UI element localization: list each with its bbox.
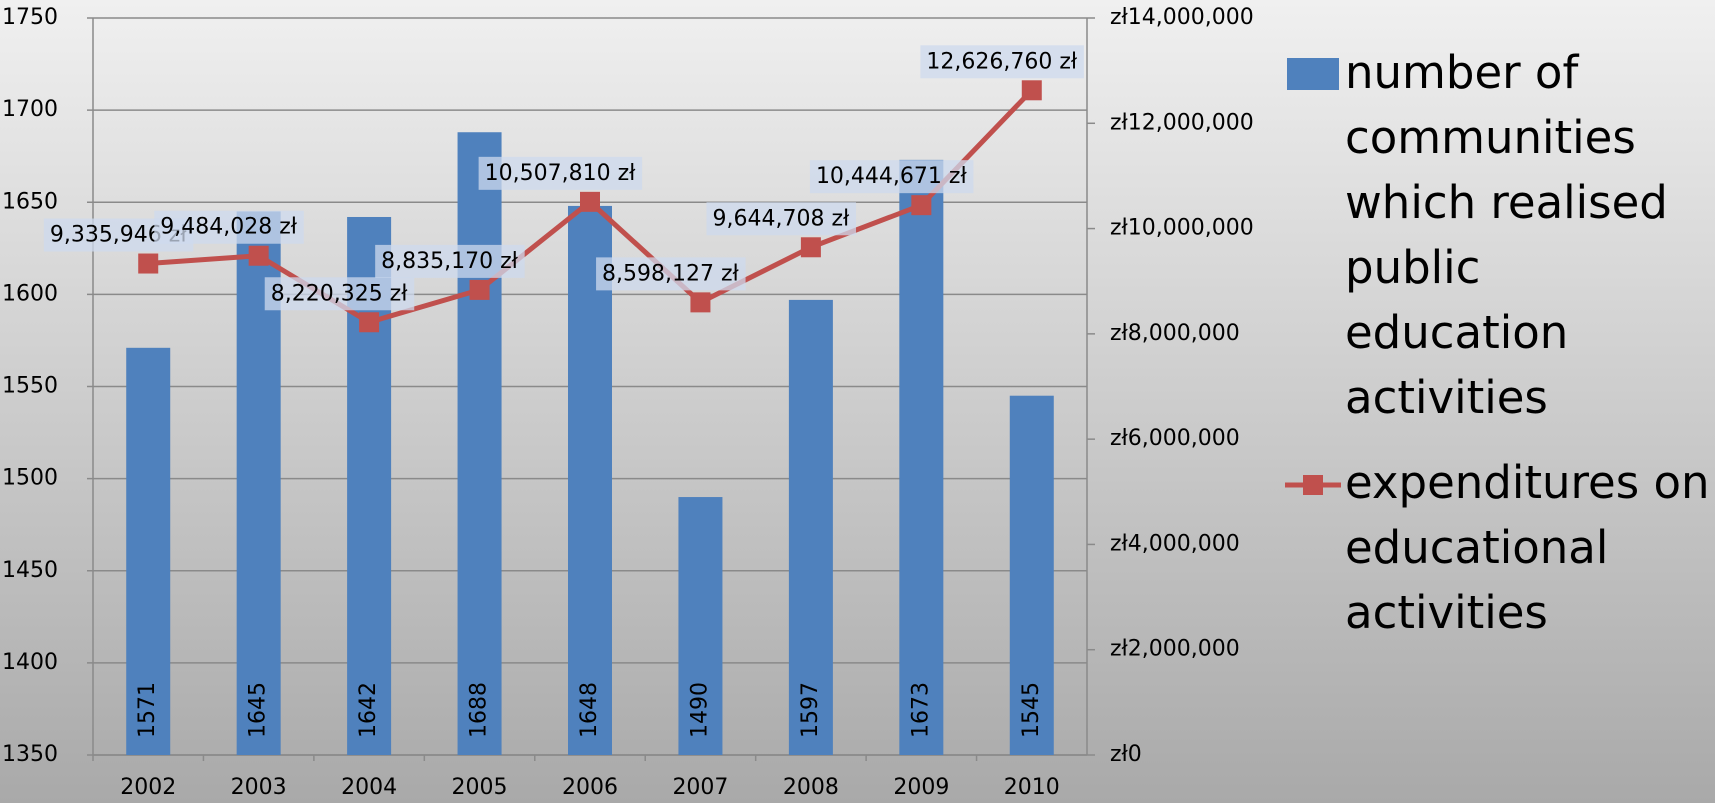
bar bbox=[1009, 395, 1054, 755]
x-tick-label: 2006 bbox=[562, 775, 618, 800]
bar-label: 1645 bbox=[246, 682, 271, 738]
y-tick-label: 1750 bbox=[2, 5, 58, 30]
bar bbox=[126, 347, 171, 755]
bar-label: 1648 bbox=[577, 682, 602, 738]
x-tick-label: 2002 bbox=[120, 775, 176, 800]
data-label-box bbox=[596, 257, 746, 291]
data-label-box bbox=[706, 202, 857, 236]
data-label-box bbox=[920, 45, 1084, 79]
bar-label: 1490 bbox=[687, 682, 712, 738]
bar-label: 1642 bbox=[356, 682, 381, 738]
bar-label: 1688 bbox=[467, 682, 492, 738]
legend-item: expenditures on educational activities bbox=[1285, 450, 1715, 645]
x-tick-label: 2004 bbox=[341, 775, 397, 800]
legend-swatch bbox=[1285, 475, 1341, 495]
legend-bar bbox=[1287, 58, 1339, 90]
line-marker bbox=[690, 292, 711, 313]
line-marker bbox=[1021, 80, 1042, 101]
y2-tick-label: zł8,000,000 bbox=[1110, 321, 1240, 346]
x-tick-label: 2005 bbox=[452, 775, 508, 800]
y-tick-label: 1500 bbox=[2, 466, 58, 491]
line-marker bbox=[469, 279, 490, 300]
y-tick-label: 1700 bbox=[2, 97, 58, 122]
y2-tick-label: zł4,000,000 bbox=[1110, 531, 1240, 556]
legend-swatch bbox=[1287, 58, 1339, 90]
x-tick-label: 2010 bbox=[1004, 775, 1060, 800]
bar-label: 1545 bbox=[1019, 682, 1044, 738]
data-label: 8,220,325 zł bbox=[271, 281, 409, 306]
data-label-box bbox=[478, 156, 643, 190]
data-label: 10,444,671 zł bbox=[816, 164, 968, 189]
data-label: 12,626,760 zł bbox=[926, 49, 1078, 74]
data-label: 8,835,170 zł bbox=[381, 249, 519, 274]
y-tick-label: 1400 bbox=[2, 650, 58, 675]
y-tick-label: 1650 bbox=[2, 189, 58, 214]
bar bbox=[788, 299, 833, 755]
bar bbox=[568, 205, 612, 755]
line-marker bbox=[138, 253, 159, 274]
line-marker bbox=[580, 191, 600, 212]
legend-marker bbox=[1303, 475, 1323, 495]
y2-tick-label: zł14,000,000 bbox=[1110, 5, 1254, 30]
x-tick-label: 2009 bbox=[893, 775, 949, 800]
data-label: 8,598,127 zł bbox=[602, 261, 740, 286]
bar-label: 1597 bbox=[798, 682, 823, 738]
line-marker bbox=[359, 312, 380, 333]
data-label-box bbox=[375, 244, 525, 278]
bar-label: 1673 bbox=[908, 682, 933, 738]
data-label-box bbox=[154, 210, 304, 244]
y2-tick-label: zł6,000,000 bbox=[1110, 426, 1240, 451]
legend-item: number of communities which realised pub… bbox=[1285, 40, 1715, 430]
bar bbox=[678, 497, 723, 755]
legend-label: expenditures on educational activities bbox=[1345, 456, 1710, 639]
x-tick-label: 2007 bbox=[672, 775, 728, 800]
y2-tick-label: zł2,000,000 bbox=[1110, 637, 1240, 662]
legend-label: number of communities which realised pub… bbox=[1345, 46, 1668, 424]
bar bbox=[457, 132, 502, 756]
line-marker bbox=[248, 245, 269, 266]
y-tick-label: 1550 bbox=[2, 374, 58, 399]
line-marker bbox=[911, 195, 932, 216]
y2-tick-label: zł12,000,000 bbox=[1110, 110, 1254, 135]
x-tick-label: 2008 bbox=[783, 775, 839, 800]
y-tick-label: 1450 bbox=[2, 558, 58, 583]
y-tick-label: 1600 bbox=[2, 281, 58, 306]
data-label-box bbox=[264, 277, 415, 311]
y-tick-label: 1350 bbox=[2, 742, 58, 767]
bar-label: 1571 bbox=[135, 682, 160, 738]
y2-tick-label: zł0 bbox=[1110, 742, 1142, 767]
bar bbox=[899, 159, 944, 755]
x-tick-label: 2003 bbox=[231, 775, 287, 800]
legend: number of communities which realised pub… bbox=[1285, 40, 1715, 665]
data-label: 9,644,708 zł bbox=[713, 206, 851, 231]
data-label: 10,507,810 zł bbox=[485, 161, 637, 186]
line-marker bbox=[800, 237, 821, 258]
data-label-box bbox=[809, 160, 974, 194]
y2-tick-label: zł10,000,000 bbox=[1110, 216, 1254, 241]
data-label: 9,484,028 zł bbox=[160, 215, 298, 240]
